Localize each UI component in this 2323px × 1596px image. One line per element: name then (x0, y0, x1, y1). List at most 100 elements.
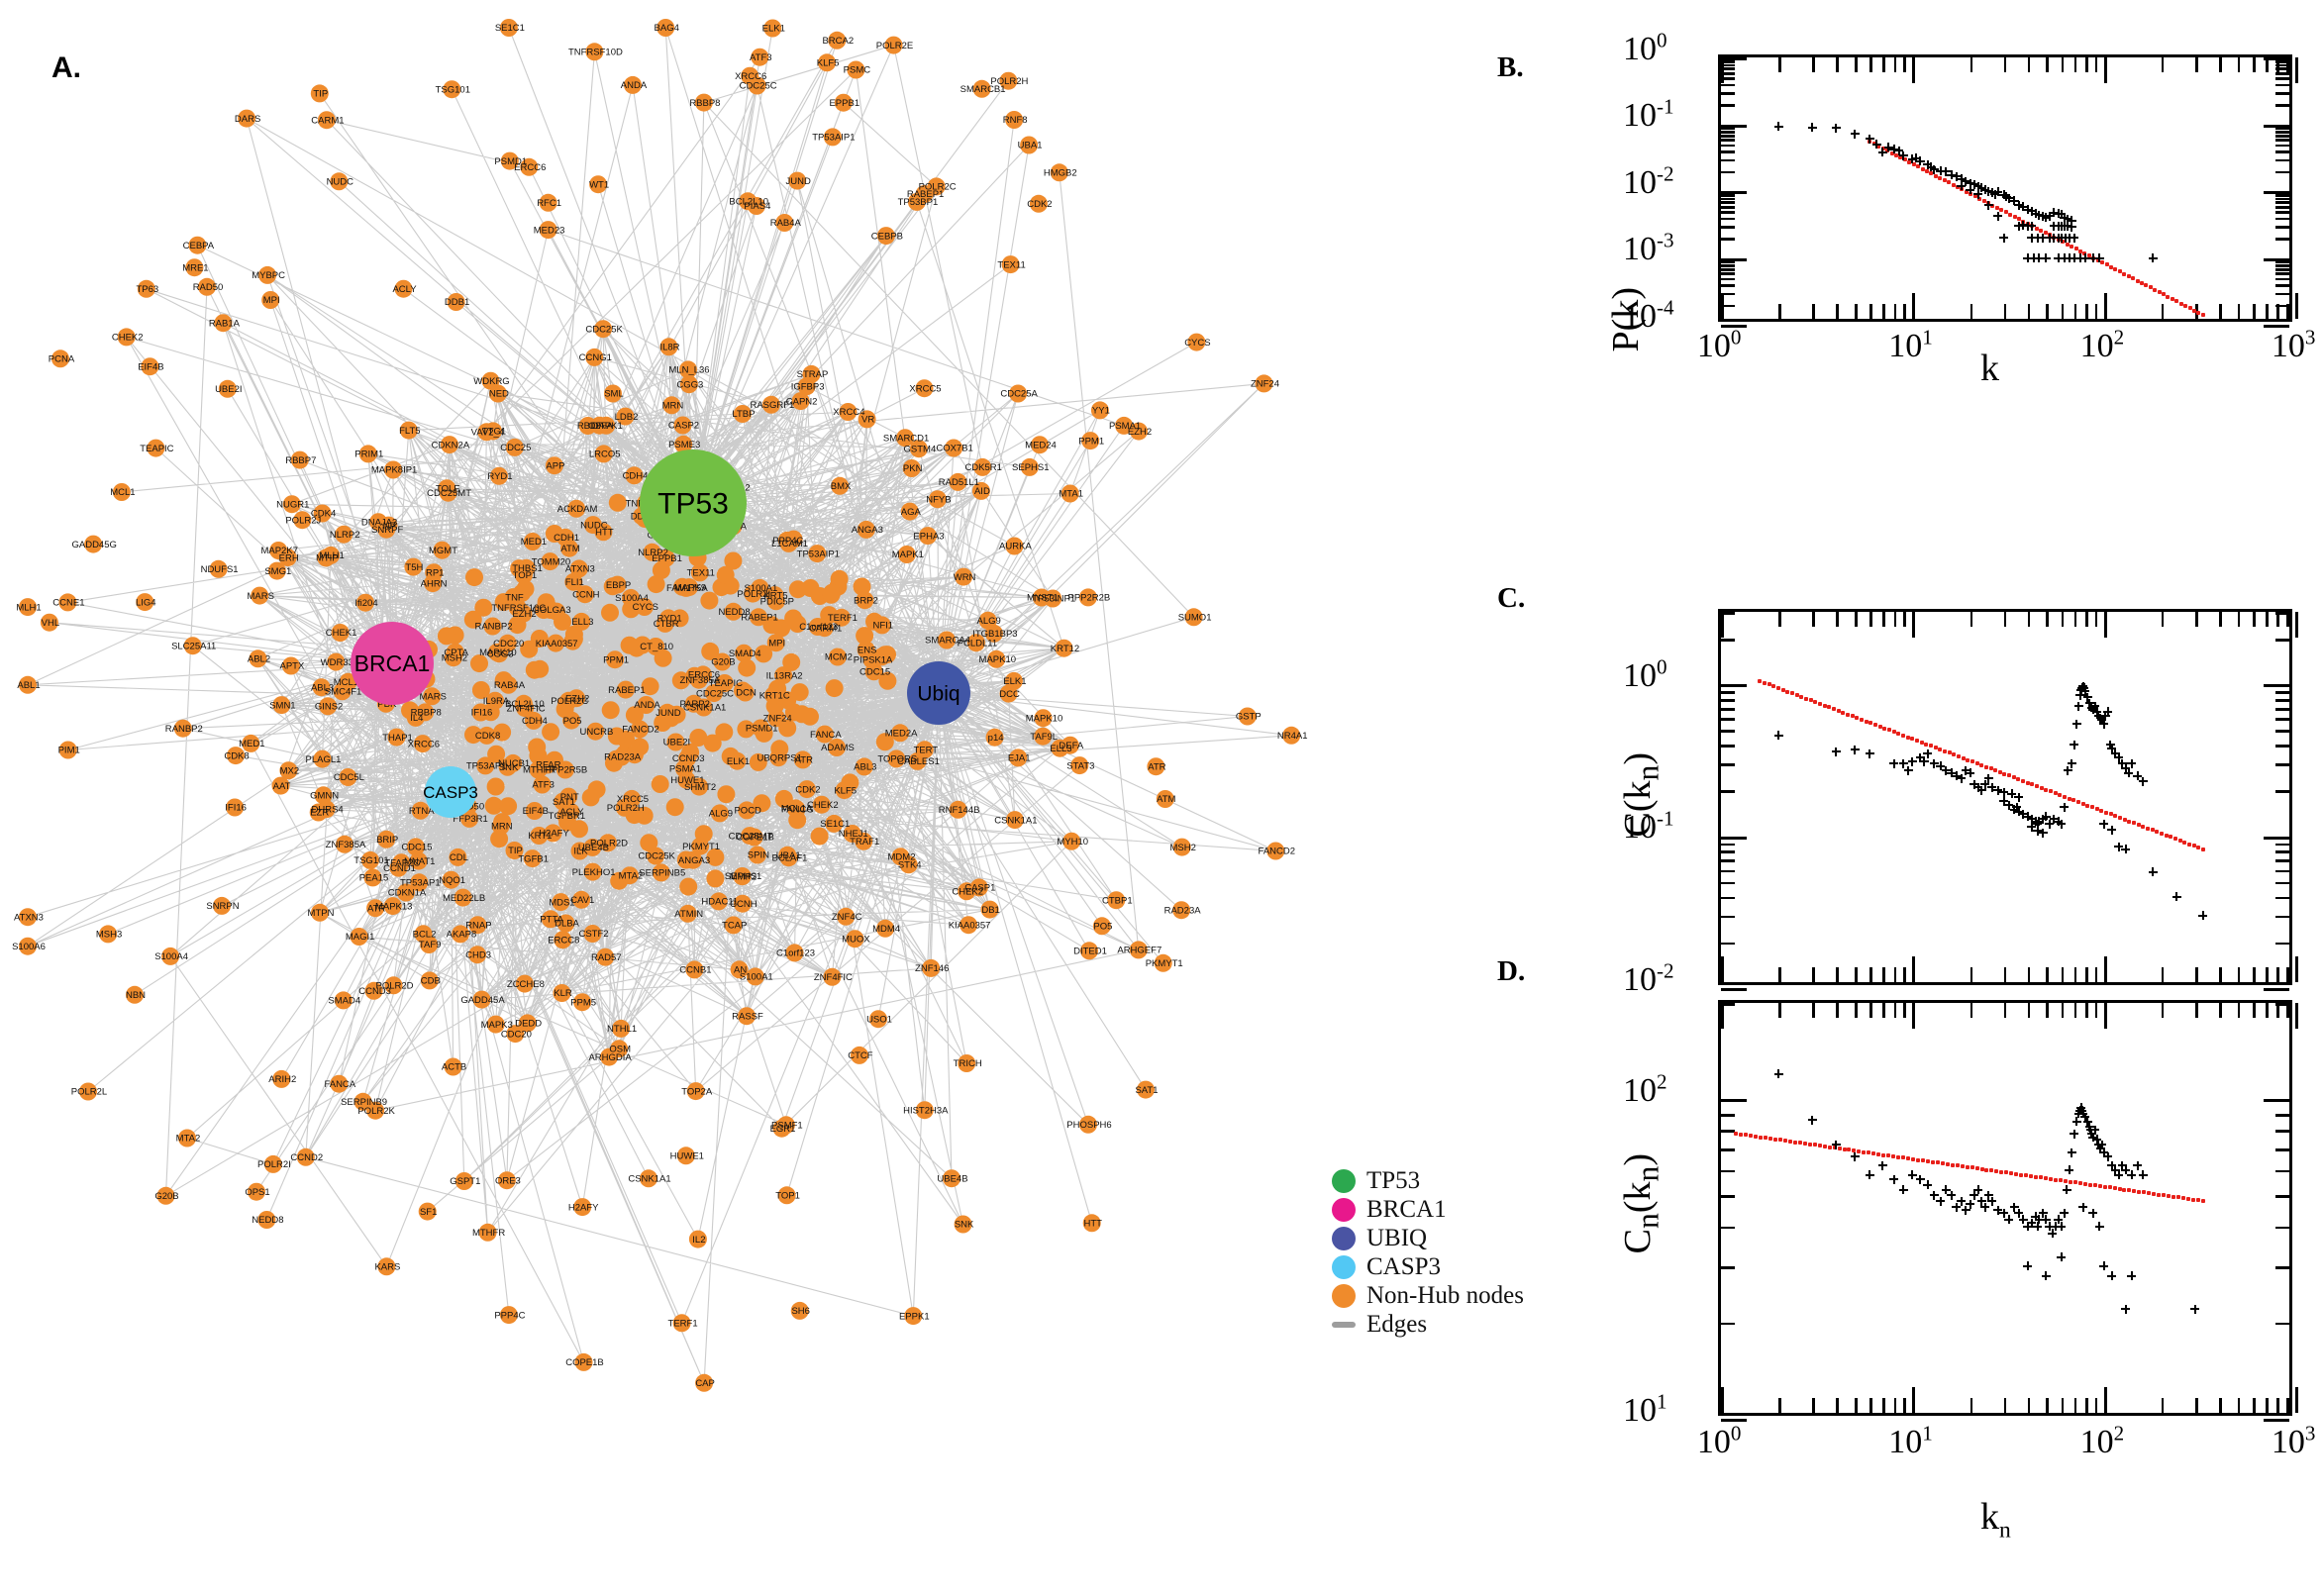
network-node[interactable] (823, 967, 842, 986)
network-node[interactable] (831, 476, 850, 495)
network-node[interactable] (843, 825, 861, 843)
network-node[interactable] (384, 460, 403, 479)
network-node[interactable] (680, 578, 698, 597)
network-node[interactable] (213, 896, 231, 915)
network-node[interactable] (574, 1352, 593, 1371)
network-node[interactable] (282, 495, 301, 514)
network-node[interactable] (79, 1082, 97, 1101)
network-node[interactable] (493, 723, 512, 742)
network-node[interactable] (949, 800, 967, 819)
network-node[interactable] (136, 593, 154, 612)
network-node[interactable] (938, 631, 956, 649)
network-node[interactable] (647, 575, 665, 594)
network-node[interactable] (597, 416, 616, 435)
network-node[interactable] (637, 696, 656, 714)
network-node[interactable] (922, 958, 941, 977)
network-node[interactable] (293, 511, 312, 530)
network-node[interactable] (846, 930, 864, 948)
network-node[interactable] (828, 648, 847, 666)
network-node[interactable] (664, 706, 683, 725)
network-node[interactable] (685, 960, 704, 979)
network-node[interactable] (778, 691, 797, 710)
network-node[interactable] (387, 728, 406, 747)
network-node[interactable] (271, 776, 290, 795)
network-node[interactable] (437, 627, 455, 646)
network-node[interactable] (251, 586, 269, 605)
network-node[interactable] (583, 862, 602, 881)
network-node[interactable] (471, 703, 490, 722)
network-node[interactable] (737, 720, 756, 739)
network-node[interactable] (476, 756, 495, 775)
network-node[interactable] (1034, 727, 1053, 746)
network-node[interactable] (724, 916, 743, 935)
network-node[interactable] (670, 609, 689, 628)
network-node[interactable] (825, 679, 844, 698)
network-node[interactable] (468, 916, 487, 935)
network-node[interactable] (822, 585, 841, 604)
network-node[interactable] (788, 811, 807, 830)
network-node[interactable] (418, 1202, 437, 1221)
network-node[interactable] (505, 842, 524, 859)
network-node[interactable] (586, 722, 605, 741)
network-node[interactable] (530, 827, 549, 845)
network-node[interactable] (594, 445, 613, 463)
network-node[interactable] (958, 1054, 976, 1072)
network-node[interactable] (397, 883, 415, 902)
network-node[interactable] (594, 320, 613, 339)
network-node[interactable] (706, 848, 725, 866)
network-node[interactable] (272, 696, 291, 715)
network-node[interactable] (616, 680, 635, 699)
network-node[interactable] (631, 738, 650, 756)
network-node[interactable] (506, 1025, 525, 1044)
network-node[interactable] (1004, 671, 1023, 690)
network-node[interactable] (439, 483, 457, 502)
network-node[interactable] (820, 606, 839, 625)
network-node[interactable] (810, 827, 829, 846)
network-node[interactable] (785, 944, 804, 962)
network-node[interactable] (891, 724, 910, 743)
network-node[interactable] (896, 429, 915, 448)
network-node[interactable] (581, 788, 600, 807)
network-node[interactable] (544, 824, 562, 843)
network-node[interactable] (728, 751, 747, 770)
network-node[interactable] (749, 752, 767, 771)
network-node[interactable] (738, 801, 757, 820)
network-node[interactable] (855, 757, 873, 776)
network-node[interactable] (1238, 707, 1257, 726)
network-node[interactable] (793, 750, 812, 769)
network-node[interactable] (769, 748, 788, 767)
network-node[interactable] (468, 946, 487, 964)
network-node[interactable] (985, 728, 1004, 747)
network-node[interactable] (671, 671, 690, 690)
network-node[interactable] (477, 726, 496, 745)
network-node[interactable] (733, 894, 752, 913)
network-node[interactable] (706, 869, 725, 888)
network-node[interactable] (366, 899, 385, 918)
network-node[interactable] (750, 608, 767, 627)
network-node[interactable] (515, 974, 534, 993)
network-node[interactable] (761, 395, 780, 414)
network-node[interactable] (554, 612, 571, 631)
network-node[interactable] (891, 848, 910, 866)
network-node[interactable] (673, 416, 692, 435)
network-node[interactable] (573, 1198, 592, 1217)
network-node[interactable] (161, 947, 180, 965)
network-node[interactable] (853, 577, 871, 596)
network-node[interactable] (884, 36, 903, 54)
network-node[interactable] (878, 671, 897, 690)
network-node[interactable] (839, 403, 858, 421)
network-node[interactable] (766, 592, 785, 611)
network-node[interactable] (377, 830, 396, 848)
network-node[interactable] (878, 646, 896, 664)
network-node[interactable] (601, 603, 619, 622)
network-node[interactable] (541, 552, 559, 571)
network-node[interactable] (900, 502, 919, 521)
network-node[interactable] (902, 459, 921, 477)
network-node[interactable] (841, 773, 859, 792)
network-node[interactable] (608, 575, 627, 594)
network-node[interactable] (486, 691, 504, 710)
network-node[interactable] (420, 971, 439, 990)
network-node[interactable] (812, 795, 831, 814)
network-node[interactable] (99, 925, 118, 944)
network-node[interactable] (672, 1314, 691, 1333)
